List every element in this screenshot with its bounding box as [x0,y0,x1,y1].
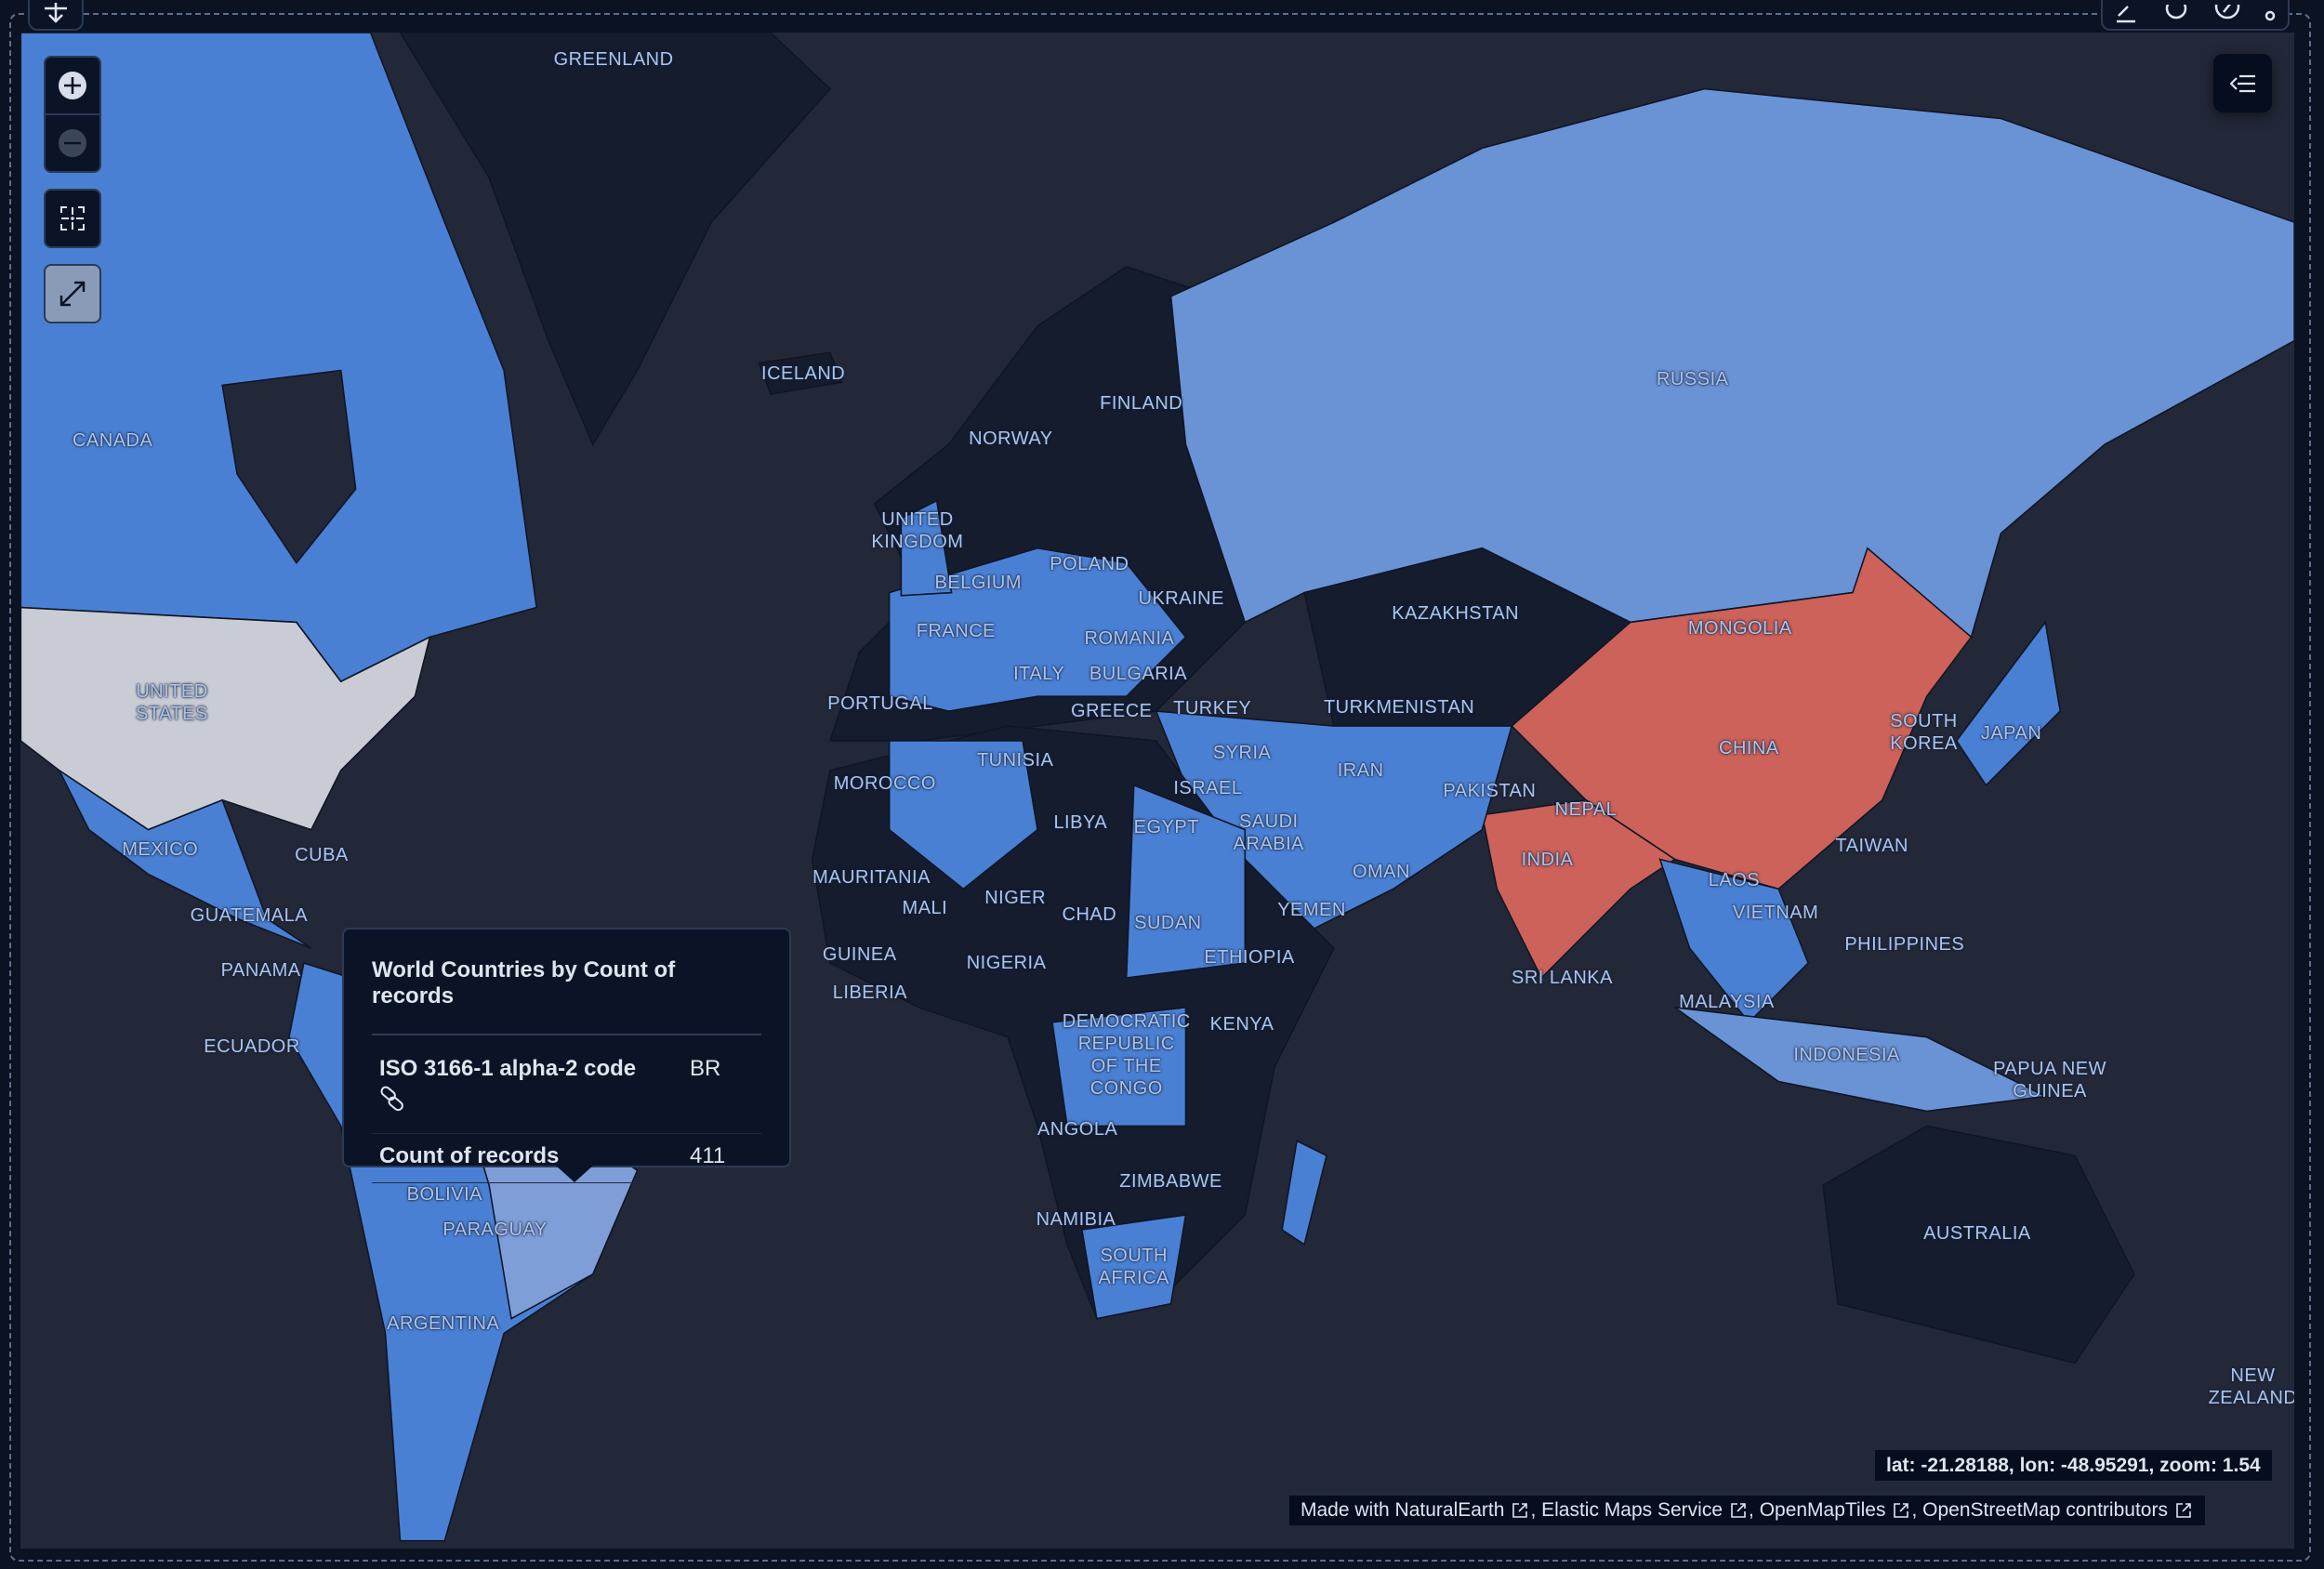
country-shape-southeast-asia[interactable] [1658,858,1810,1024]
country-shape-madagascar[interactable] [1281,1140,1327,1246]
attribution-link-openstreetmap[interactable]: OpenStreetMap contributors [1922,1499,2194,1521]
move-icon [45,2,67,23]
external-link-icon [1731,1503,1746,1518]
attribution-link-elastic-maps[interactable]: Elastic Maps Service [1541,1499,1749,1521]
country-shape-united-states[interactable] [20,606,431,831]
attribution-link-naturalearth[interactable]: Made with NaturalEarth [1301,1499,1530,1521]
map-canvas[interactable]: GREENLAND ICELAND CANADA FINLAND NORWAY RUSSI… [20,33,2294,1549]
plus-circle-icon [59,72,86,99]
map-attribution: Made with NaturalEarth, Elastic Maps Ser… [1289,1496,2205,1525]
country-shape-australia[interactable] [1822,1125,2135,1365]
world-countries-layer[interactable] [20,33,2294,1549]
more-vertical-icon[interactable] [2265,5,2276,23]
tooltip-arrow [556,1166,593,1182]
zoom-controls [44,56,101,173]
country-shape-indonesia[interactable] [1674,1007,2048,1113]
external-link-icon [1512,1503,1528,1518]
country-shape-iceland[interactable] [758,351,843,395]
fullscreen-button[interactable] [46,266,99,322]
panel-drag-handle[interactable] [28,0,84,31]
fit-bounds-control [44,189,101,248]
gear-icon[interactable] [2162,4,2190,23]
fit-to-bounds-button[interactable] [46,191,99,246]
country-shape-south-africa[interactable] [1080,1214,1187,1320]
tooltip-row-label: ISO 3166-1 alpha-2 code [379,1056,637,1081]
panel-toolbar [2101,0,2290,31]
tooltip-title: World Countries by Count of records [372,957,761,1035]
link-icon[interactable] [379,1086,407,1114]
attribution-link-openmaptiles[interactable]: OpenMapTiles [1760,1499,1912,1521]
country-shape-egypt-sudan[interactable] [1125,784,1247,979]
external-link-icon [2176,1503,2191,1518]
country-shape-western-europe[interactable] [888,547,1187,712]
country-shape-japan[interactable] [1955,620,2062,787]
tooltip-row-value: BR [690,1056,721,1081]
zoom-in-button[interactable] [46,58,99,113]
minus-circle-icon [59,129,86,157]
country-shape-united-kingdom[interactable] [900,499,953,597]
tooltip-row-value: 411 [690,1143,726,1168]
country-shape-russia[interactable] [1169,87,2294,639]
legend-toggle-button[interactable] [2213,54,2272,112]
fullscreen-control [44,264,101,323]
fit-to-bounds-icon [60,206,85,231]
legend-collapse-icon [2229,74,2255,92]
zoom-out-button[interactable] [46,113,99,171]
edit-icon[interactable] [2115,5,2139,23]
country-shape-india[interactable] [1481,798,1677,980]
tooltip-row-count: Count of records 411 [372,1134,761,1183]
country-shape-congo[interactable] [1051,1007,1187,1127]
map-panel-frame [9,13,2311,1562]
country-shape-mexico[interactable] [57,768,312,949]
country-shape-algeria[interactable] [888,740,1038,890]
feature-tooltip: World Countries by Count of records ISO … [342,928,791,1183]
coordinates-readout: lat: -21.28188, lon: -48.95291, zoom: 1.… [1875,1450,2272,1481]
country-shape-greenland[interactable] [399,33,831,446]
compass-icon[interactable] [2213,4,2241,23]
country-shape-hudson-bay[interactable] [221,369,357,565]
expand-icon [59,281,86,307]
external-link-icon [1894,1503,1909,1518]
tooltip-row-iso-code: ISO 3166-1 alpha-2 code BR [372,1035,761,1134]
tooltip-row-label: Count of records [379,1143,560,1168]
